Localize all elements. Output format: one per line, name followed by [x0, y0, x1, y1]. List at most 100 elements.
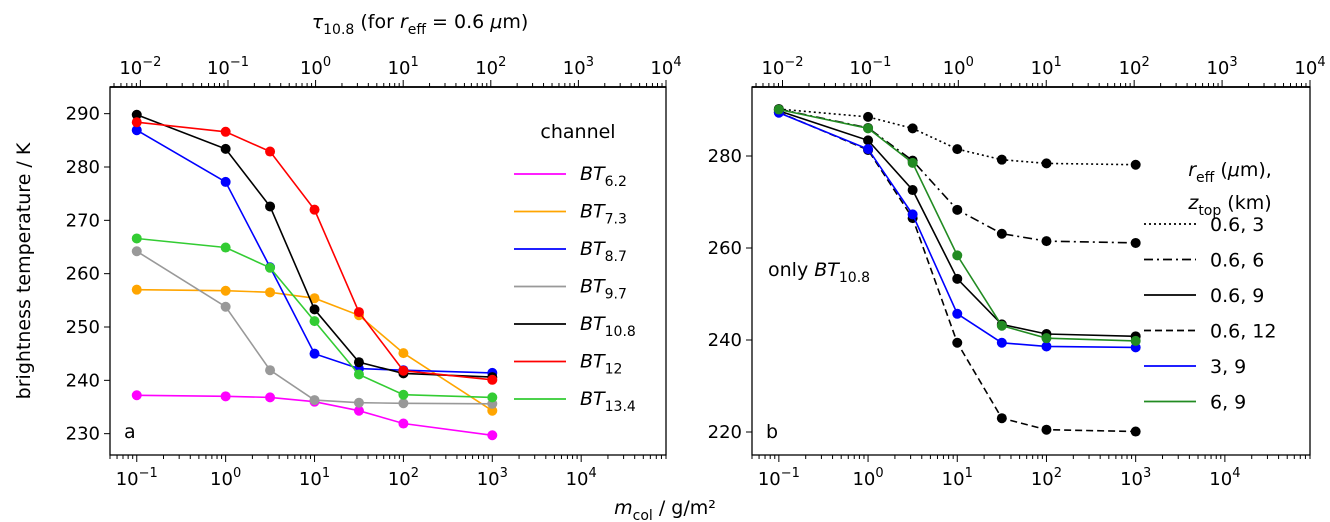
x-top-tick-label: 100: [300, 55, 331, 79]
data-point: [1130, 335, 1141, 346]
data-point: [265, 287, 276, 298]
x-tick-label: 104: [566, 466, 597, 490]
x-top-tick-label: 102: [475, 55, 506, 79]
x-tick-label: 102: [388, 466, 419, 490]
data-point: [1130, 159, 1141, 170]
series-line: [136, 113, 493, 378]
data-point: [487, 392, 498, 403]
data-point: [1130, 426, 1141, 437]
y-tick-label: 230: [66, 424, 100, 445]
y-tick-label: 240: [66, 370, 100, 391]
legend-entry: 0.6, 12: [1210, 321, 1276, 343]
legend-entry: BT12: [580, 351, 622, 378]
x-axis-bottom: 10−1 100 101 102 103 104: [751, 455, 1311, 490]
data-point: [1041, 236, 1052, 247]
series-line: [136, 129, 493, 374]
data-point: [952, 337, 963, 348]
data-point: [398, 389, 409, 400]
data-point: [309, 348, 320, 359]
data-point: [309, 316, 320, 327]
legend-entry: 6, 9: [1210, 392, 1246, 414]
data-point: [265, 392, 276, 403]
data-point: [996, 337, 1007, 348]
data-point: [220, 176, 231, 187]
series-BT13-4: [131, 233, 498, 403]
panel-label: b: [766, 421, 778, 443]
panel-label: a: [124, 421, 136, 443]
data-point: [487, 430, 498, 441]
legend-title: channel: [540, 121, 615, 143]
x-top-tick-label: 101: [388, 55, 419, 79]
legend-entry: 3, 9: [1210, 356, 1246, 378]
legend-entry: 0.6, 3: [1210, 214, 1264, 236]
legend-entry: 0.6, 6: [1210, 250, 1264, 272]
data-point: [220, 143, 231, 154]
data-point: [398, 398, 409, 409]
data-point: [220, 391, 231, 402]
data-point: [907, 123, 918, 134]
data-point: [996, 228, 1007, 239]
x-top-tick-label: 102: [1119, 55, 1150, 79]
data-point: [309, 304, 320, 315]
series-BT8-7: [131, 125, 498, 378]
data-point: [353, 307, 364, 318]
y-tick-label: 240: [708, 330, 742, 351]
data-point: [1041, 341, 1052, 352]
y-tick-label: 290: [66, 104, 100, 125]
data-point: [863, 123, 874, 134]
x-tick-label: 103: [477, 466, 508, 490]
data-point: [131, 390, 142, 401]
x-top-tick-label: 10−2: [761, 55, 803, 79]
x-axis-bottom: 10−1 100 101 102 103 104: [109, 455, 667, 490]
series-line: [778, 108, 1136, 166]
data-point: [952, 250, 963, 261]
data-point: [996, 413, 1007, 424]
x-tick-label: 100: [210, 466, 241, 490]
data-point: [220, 285, 231, 296]
series-line: [136, 250, 493, 405]
data-point: [131, 109, 142, 120]
x-top-tick-label: 10−2: [119, 55, 161, 79]
data-point: [487, 405, 498, 416]
data-point: [353, 397, 364, 408]
data-point: [907, 157, 918, 168]
legend-entry: BT10.8: [580, 313, 636, 340]
data-point: [863, 144, 874, 155]
data-point: [220, 301, 231, 312]
x-axis-top: 10−2 10−1 100 101 102 103 104: [755, 55, 1326, 87]
x-tick-label: 10−1: [116, 466, 158, 490]
data-point: [309, 293, 320, 304]
legend-entry: 0.6, 9: [1210, 285, 1264, 307]
data-point: [398, 418, 409, 429]
y-tick-label: 260: [708, 238, 742, 259]
data-point: [353, 405, 364, 416]
legend: channel BT6.2 BT7.3 BT8.7 BT9.7 BT10.8 BT12 BT1…: [514, 121, 636, 415]
data-point: [131, 284, 142, 295]
x-tick-label: 101: [942, 466, 973, 490]
y-tick-label: 280: [708, 146, 742, 167]
series-BT10-8: [131, 109, 498, 383]
data-point: [131, 125, 142, 136]
data-point: [1041, 158, 1052, 169]
y-tick-label: 270: [66, 210, 100, 231]
legend-entry: BT9.7: [580, 276, 627, 303]
legend: reff (μm), ztop (km)0.6, 3 0.6, 6 0.6, 9 0.6…: [1144, 159, 1276, 414]
data-point: [131, 233, 142, 244]
legend-entry: BT8.7: [580, 238, 627, 265]
data-point: [863, 111, 874, 122]
legend-entry: BT13.4: [580, 388, 636, 415]
x-top-tick-label: 103: [563, 55, 594, 79]
data-point: [309, 395, 320, 406]
series-0-6-9: [773, 105, 1141, 342]
x-tick-label: 102: [1031, 466, 1062, 490]
y-tick-label: 220: [708, 422, 742, 443]
data-point: [487, 374, 498, 385]
x-top-tick-label: 103: [1206, 55, 1237, 79]
data-point: [863, 135, 874, 146]
x-top-tick-label: 104: [1294, 55, 1325, 79]
series-BT12: [131, 117, 498, 385]
x-tick-label: 100: [852, 466, 883, 490]
y-axis: 230 240 250 260 270 280 290: [66, 104, 110, 445]
data-point: [265, 365, 276, 376]
